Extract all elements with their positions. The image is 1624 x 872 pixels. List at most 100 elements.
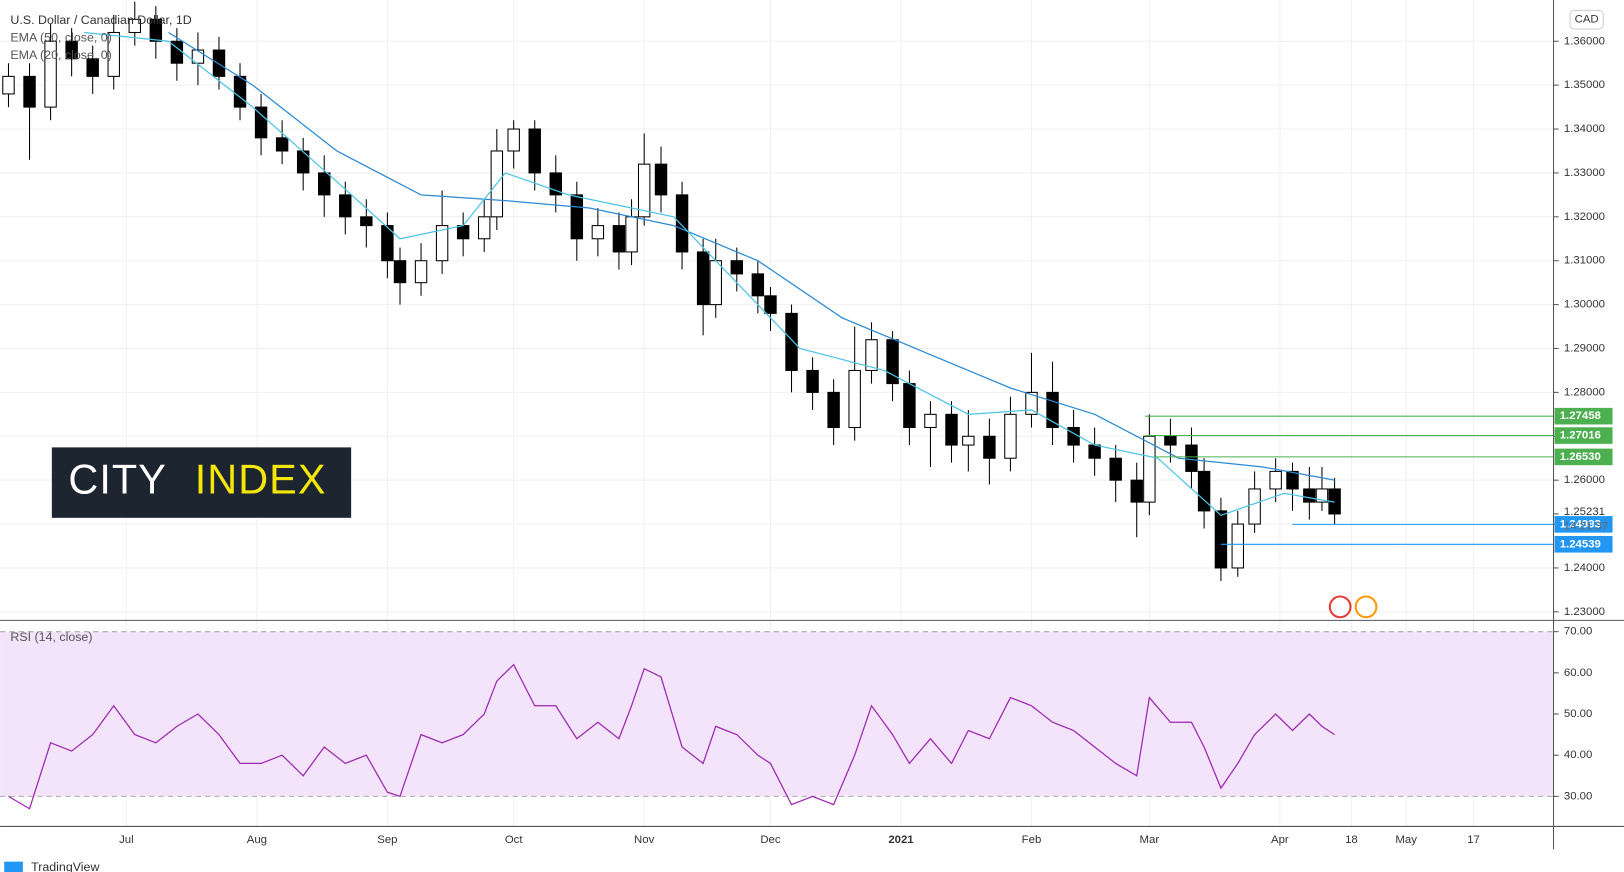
currency: CAD <box>1575 14 1599 26</box>
x-tick-label: 17 <box>1467 834 1480 846</box>
x-tick-label: Sep <box>377 834 397 846</box>
candle-body <box>1109 457 1122 481</box>
candle-body <box>1315 488 1329 503</box>
level-label: 1.24993 <box>1560 518 1601 530</box>
candle-body <box>296 150 310 174</box>
y-tick-label: 1.36000 <box>1564 35 1605 47</box>
level-label-box <box>1554 427 1613 444</box>
candle-body <box>1197 470 1211 512</box>
y-tick-label: 1.29000 <box>1564 343 1605 355</box>
candle-body <box>696 251 710 306</box>
watermark-right: INDEX <box>195 457 327 503</box>
candle-body <box>751 273 765 297</box>
candle-body <box>570 194 584 240</box>
y-tick-label: 1.26000 <box>1564 474 1605 486</box>
rsi-tick-label: 70.00 <box>1564 626 1592 638</box>
level-label-box <box>1554 536 1613 553</box>
y-tick-label: 1.28000 <box>1564 386 1605 398</box>
currency-box <box>1569 9 1604 30</box>
candle-body <box>924 413 937 429</box>
candle-body <box>86 58 99 77</box>
candle-body <box>983 435 996 459</box>
candle-body <box>625 216 638 253</box>
level-label: 1.27016 <box>1560 430 1601 442</box>
candle-body <box>456 225 470 240</box>
candle-body <box>962 435 975 446</box>
candle-body <box>393 260 407 284</box>
level-label-box <box>1554 407 1613 425</box>
y-tick-label: 1.34000 <box>1564 123 1605 135</box>
event-icon[interactable] <box>1328 595 1352 619</box>
candle-body <box>1248 488 1261 525</box>
rsi-line <box>8 663 1335 810</box>
footer: TradingView <box>31 860 99 872</box>
candle-body <box>785 312 798 371</box>
candle-body <box>2 75 15 95</box>
axes: 1.230001.240001.250001.260001.270001.280… <box>119 35 1613 846</box>
y-tick-label: 1.23000 <box>1564 606 1605 618</box>
candle-body <box>435 225 449 262</box>
candle-body <box>903 383 916 429</box>
x-tick-label: 2021 <box>888 834 914 846</box>
candle-body <box>1004 413 1017 459</box>
event-icon[interactable] <box>1354 595 1378 619</box>
candle-body <box>507 128 520 152</box>
rsi-tick-label: 40.00 <box>1564 749 1592 761</box>
candle-body <box>318 172 331 196</box>
candle-body <box>528 128 541 174</box>
watermark-box <box>51 447 352 518</box>
x-tick-label: Mar <box>1140 834 1160 846</box>
candle-body <box>675 194 689 253</box>
x-tick-label: Feb <box>1022 834 1042 846</box>
candle-body <box>848 369 861 429</box>
candle-body <box>191 49 205 64</box>
rsi-tick-label: 30.00 <box>1564 790 1592 802</box>
candle-body <box>107 31 120 77</box>
rsi-plot <box>0 631 1554 810</box>
chart-title: U.S. Dollar / Canadian Dollar, 1D <box>10 13 191 27</box>
x-tick-label: Oct <box>505 834 524 846</box>
candle-body <box>886 339 899 385</box>
level-label: 1.27458 <box>1560 410 1601 422</box>
level-label-box <box>1554 516 1613 533</box>
candle-body <box>275 137 289 152</box>
candle-body <box>1130 479 1143 503</box>
x-tick-label: Apr <box>1271 834 1289 846</box>
legend-entry: EMA (20, close, 0) <box>10 48 111 62</box>
y-tick-label: 1.31000 <box>1564 255 1605 267</box>
ema-line <box>168 31 1335 481</box>
candle-body <box>591 225 605 240</box>
price-plot <box>2 1 1554 582</box>
candle-body <box>149 18 163 42</box>
y-tick-label: 1.32000 <box>1564 211 1605 223</box>
legend-entry: EMA (50, close, 0) <box>10 31 111 45</box>
candle-body <box>1286 470 1299 490</box>
countdown: 14:21:37 <box>1564 520 1608 532</box>
candle-body <box>945 413 958 446</box>
y-tick-label: 1.35000 <box>1564 79 1605 91</box>
candle-body <box>637 163 651 218</box>
candle-body <box>612 225 626 253</box>
candle-body <box>1214 510 1228 569</box>
ema-line <box>84 31 1335 516</box>
candle-body <box>709 260 722 306</box>
candle-body <box>1231 523 1244 569</box>
candle-body <box>865 339 878 371</box>
candle-body <box>1164 435 1177 446</box>
footer-logo <box>4 861 23 872</box>
x-tick-label: Jul <box>119 834 134 846</box>
candle-body <box>128 18 141 33</box>
x-tick-label: 18 <box>1345 834 1358 846</box>
candle-body <box>339 194 352 218</box>
candle-body <box>1143 435 1156 503</box>
candle-body <box>806 369 819 393</box>
candle-body <box>44 40 57 108</box>
y-tick-label: 1.24000 <box>1564 562 1605 574</box>
candle-body <box>1269 470 1282 490</box>
candle-body <box>360 216 373 227</box>
candle-body <box>1185 444 1198 472</box>
x-tick-label: May <box>1395 834 1417 846</box>
candle-body <box>654 163 668 196</box>
candle-body <box>764 295 777 314</box>
